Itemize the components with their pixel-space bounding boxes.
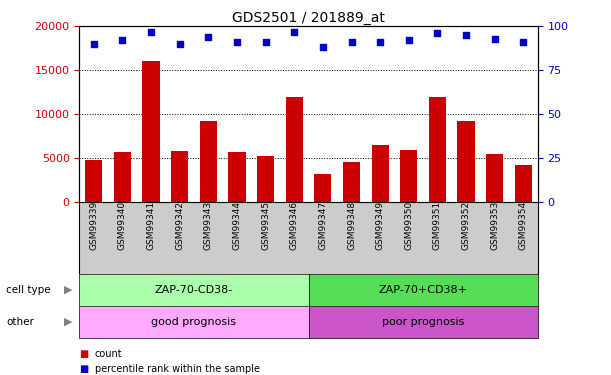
Point: [519, 39, 529, 45]
Bar: [400, 150, 417, 202]
Point: [346, 39, 356, 45]
Text: poor prognosis: poor prognosis: [382, 316, 464, 327]
Bar: [257, 156, 274, 203]
Text: other: other: [6, 316, 34, 327]
Bar: [171, 152, 188, 202]
Point: [89, 41, 98, 47]
Bar: [142, 62, 159, 202]
Point: [318, 44, 327, 50]
Text: ▶: ▶: [64, 316, 73, 327]
Bar: [514, 165, 532, 202]
Text: ■: ■: [79, 350, 89, 359]
FancyBboxPatch shape: [79, 274, 309, 306]
Point: [490, 36, 500, 42]
Bar: [85, 160, 103, 202]
Point: [375, 39, 385, 45]
Text: ZAP-70-CD38-: ZAP-70-CD38-: [155, 285, 233, 295]
Bar: [314, 174, 331, 202]
Point: [433, 30, 442, 36]
Text: count: count: [95, 350, 122, 359]
Point: [461, 32, 471, 38]
Point: [117, 38, 127, 44]
Bar: [371, 145, 389, 202]
Bar: [458, 120, 475, 202]
Text: percentile rank within the sample: percentile rank within the sample: [95, 364, 260, 374]
Bar: [486, 154, 503, 203]
Point: [290, 28, 299, 34]
Bar: [343, 162, 360, 202]
Text: cell type: cell type: [6, 285, 51, 295]
Bar: [114, 152, 131, 202]
Title: GDS2501 / 201889_at: GDS2501 / 201889_at: [232, 11, 385, 25]
Point: [261, 39, 271, 45]
Text: good prognosis: good prognosis: [152, 316, 236, 327]
Text: ■: ■: [79, 364, 89, 374]
Text: ▶: ▶: [64, 285, 73, 295]
FancyBboxPatch shape: [309, 306, 538, 338]
Text: ZAP-70+CD38+: ZAP-70+CD38+: [379, 285, 467, 295]
FancyBboxPatch shape: [309, 274, 538, 306]
Bar: [229, 152, 246, 202]
Point: [175, 41, 185, 47]
Point: [404, 38, 414, 44]
Bar: [200, 120, 217, 202]
Bar: [429, 97, 446, 202]
Bar: [285, 97, 303, 202]
Point: [146, 28, 156, 34]
Point: [203, 34, 213, 40]
Point: [232, 39, 242, 45]
FancyBboxPatch shape: [79, 306, 309, 338]
